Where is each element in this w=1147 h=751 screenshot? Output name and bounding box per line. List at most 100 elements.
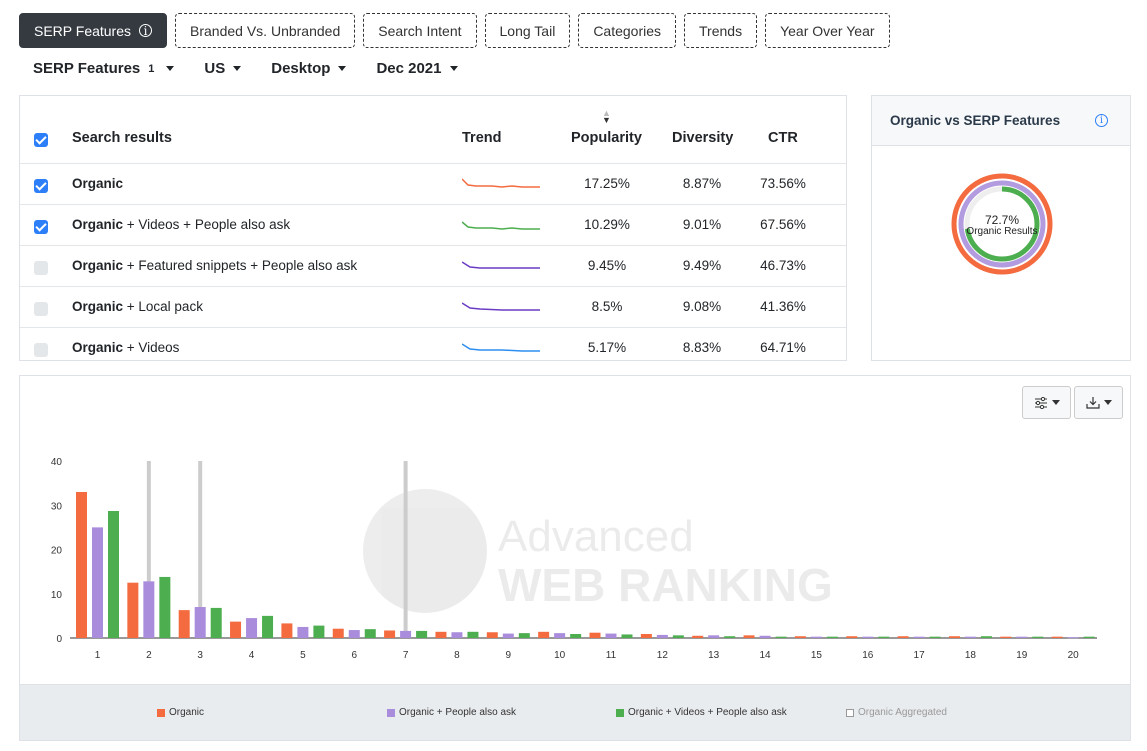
- bar-organic[interactable]: [1051, 636, 1063, 638]
- row-checkbox[interactable]: [34, 220, 48, 234]
- bar-organic-people-also-ask[interactable]: [92, 527, 103, 638]
- bar-organic-videos-people-also-ask[interactable]: [929, 636, 941, 638]
- download-button[interactable]: [1074, 386, 1123, 419]
- donut-ring[interactable]: [951, 173, 1053, 275]
- bar-organic[interactable]: [948, 636, 960, 638]
- bar-organic[interactable]: [76, 491, 87, 638]
- bar-organic-videos-people-also-ask[interactable]: [775, 636, 787, 638]
- row-checkbox[interactable]: [34, 302, 48, 316]
- tab-trends[interactable]: Trends: [684, 13, 758, 48]
- date-dropdown[interactable]: Dec 2021: [376, 60, 458, 77]
- tab-branded-vs-unbranded[interactable]: Branded Vs. Unbranded: [175, 13, 356, 48]
- bar-organic-videos-people-also-ask[interactable]: [313, 625, 325, 638]
- tab-categories[interactable]: Categories: [578, 13, 677, 48]
- bar-organic[interactable]: [846, 636, 858, 638]
- bar-organic[interactable]: [281, 623, 293, 638]
- bar-organic[interactable]: [1000, 636, 1012, 638]
- bar-organic[interactable]: [178, 610, 190, 638]
- bar-organic-aggregated[interactable]: [198, 461, 203, 638]
- bar-organic[interactable]: [897, 636, 909, 638]
- info-icon[interactable]: i: [139, 24, 153, 37]
- bar-organic[interactable]: [692, 635, 704, 638]
- bar-organic-videos-people-also-ask[interactable]: [980, 636, 992, 638]
- table-row[interactable]: Organic + Videos + People also ask 10.29%…: [20, 205, 846, 246]
- bar-organic-aggregated[interactable]: [146, 461, 151, 638]
- bar-organic[interactable]: [743, 635, 755, 638]
- donut-ring[interactable]: [964, 186, 1040, 262]
- country-dropdown[interactable]: US: [204, 60, 242, 77]
- bar-organic-people-also-ask[interactable]: [451, 632, 463, 638]
- donut-ring[interactable]: [958, 180, 1046, 268]
- legend-item[interactable]: Organic + People also ask: [387, 707, 516, 718]
- bar-organic[interactable]: [538, 631, 550, 638]
- bar-organic-videos-people-also-ask[interactable]: [518, 633, 530, 638]
- bar-organic[interactable]: [384, 630, 396, 638]
- bar-organic-people-also-ask[interactable]: [400, 630, 412, 638]
- bar-organic-videos-people-also-ask[interactable]: [467, 631, 479, 638]
- bar-organic-people-also-ask[interactable]: [502, 633, 514, 638]
- bar-organic-videos-people-also-ask[interactable]: [262, 615, 274, 638]
- bar-organic-people-also-ask[interactable]: [1067, 637, 1079, 639]
- bar-organic-people-also-ask[interactable]: [759, 635, 771, 638]
- bar-organic-videos-people-also-ask[interactable]: [159, 576, 171, 638]
- bar-organic-people-also-ask[interactable]: [246, 618, 258, 638]
- table-row[interactable]: Organic 17.25% 8.87% 73.56%: [20, 164, 846, 205]
- bar-organic[interactable]: [486, 632, 498, 638]
- bar-organic-people-also-ask[interactable]: [810, 636, 822, 638]
- bar-organic-videos-people-also-ask[interactable]: [570, 634, 582, 638]
- bar-organic-videos-people-also-ask[interactable]: [1083, 636, 1095, 638]
- legend-item[interactable]: Organic: [157, 707, 204, 718]
- table-row[interactable]: Organic + Videos 5.17% 8.83% 64.71%: [20, 328, 846, 360]
- bar-organic-people-also-ask[interactable]: [913, 636, 925, 638]
- bar-organic-people-also-ask[interactable]: [708, 635, 720, 638]
- bar-organic-videos-people-also-ask[interactable]: [364, 629, 376, 638]
- bar-organic-videos-people-also-ask[interactable]: [724, 636, 736, 638]
- bar-organic-people-also-ask[interactable]: [554, 633, 566, 638]
- column-header-ctr[interactable]: CTR: [768, 130, 798, 146]
- bar-organic-videos-people-also-ask[interactable]: [416, 630, 428, 638]
- column-header-popularity[interactable]: Popularity: [571, 130, 642, 146]
- bar-organic-videos-people-also-ask[interactable]: [878, 636, 890, 638]
- legend-item[interactable]: Organic Aggregated: [846, 707, 947, 718]
- bar-organic[interactable]: [127, 582, 139, 638]
- bar-organic[interactable]: [589, 632, 601, 638]
- row-checkbox[interactable]: [34, 261, 48, 275]
- chart-settings-button[interactable]: [1022, 386, 1071, 419]
- bar-organic[interactable]: [435, 631, 447, 638]
- bar-organic-videos-people-also-ask[interactable]: [210, 607, 222, 638]
- bar-organic-people-also-ask[interactable]: [656, 634, 668, 638]
- row-checkbox[interactable]: [34, 179, 48, 193]
- bar-organic-videos-people-also-ask[interactable]: [108, 511, 119, 638]
- table-row[interactable]: Organic + Local pack 8.5% 9.08% 41.36%: [20, 287, 846, 328]
- tab-search-intent[interactable]: Search Intent: [363, 13, 477, 48]
- bar-organic-people-also-ask[interactable]: [297, 626, 309, 638]
- bar-organic-people-also-ask[interactable]: [862, 636, 874, 638]
- tab-serp-features[interactable]: SERP Features i: [19, 13, 168, 48]
- select-all-checkbox[interactable]: [34, 133, 48, 147]
- bar-organic-people-also-ask[interactable]: [348, 630, 360, 638]
- bar-organic-videos-people-also-ask[interactable]: [826, 636, 838, 638]
- bar-organic-aggregated[interactable]: [403, 461, 408, 638]
- sort-icon[interactable]: ▲ ▼: [602, 108, 611, 125]
- bar-organic[interactable]: [332, 628, 344, 638]
- tab-long-tail[interactable]: Long Tail: [484, 13, 571, 48]
- bar-organic[interactable]: [794, 636, 806, 638]
- bar-organic-people-also-ask[interactable]: [605, 633, 617, 638]
- bar-organic[interactable]: [640, 634, 652, 638]
- bar-organic-people-also-ask[interactable]: [964, 636, 976, 638]
- column-header-diversity[interactable]: Diversity: [672, 130, 734, 146]
- bar-organic-videos-people-also-ask[interactable]: [672, 635, 684, 638]
- bar-organic-videos-people-also-ask[interactable]: [621, 634, 633, 638]
- serp-features-dropdown[interactable]: SERP Features 1: [33, 60, 175, 77]
- bar-organic-people-also-ask[interactable]: [1016, 636, 1028, 638]
- info-icon[interactable]: i: [1095, 114, 1108, 127]
- tab-year-over-year[interactable]: Year Over Year: [765, 13, 890, 48]
- bar-organic-people-also-ask[interactable]: [194, 607, 206, 638]
- table-row[interactable]: Organic + Featured snippets + People als…: [20, 246, 846, 287]
- bar-organic-people-also-ask[interactable]: [143, 581, 155, 638]
- donut-chart[interactable]: [950, 172, 1054, 276]
- bar-organic[interactable]: [230, 621, 242, 638]
- legend-item[interactable]: Organic + Videos + People also ask: [616, 707, 787, 718]
- bar-organic-videos-people-also-ask[interactable]: [1032, 636, 1044, 638]
- row-checkbox[interactable]: [34, 343, 48, 357]
